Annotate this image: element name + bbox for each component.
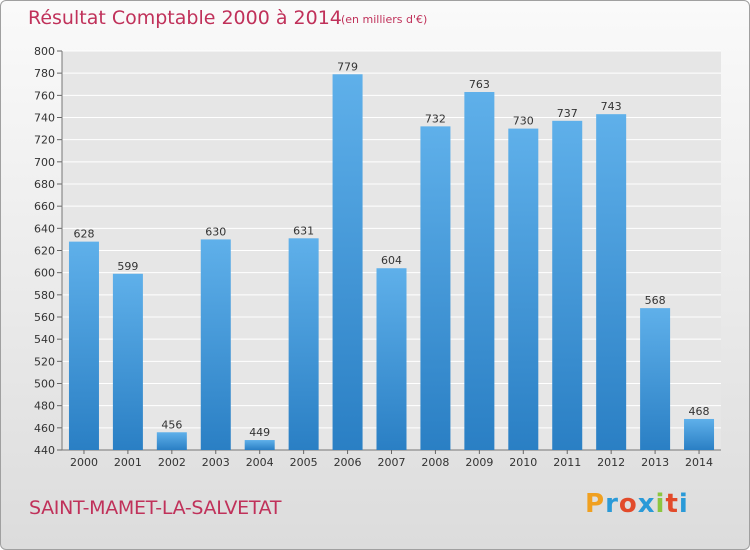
bar-value-label: 779 [337,60,358,73]
bar [552,120,583,450]
bar-value-label: 468 [689,405,710,418]
y-tick-label: 800 [34,45,55,58]
logo-letter: i [678,489,689,519]
x-tick-label: 2014 [685,456,713,469]
bar [156,432,187,450]
bar [376,268,407,450]
bar [244,440,275,450]
y-tick-label: 520 [34,355,55,368]
bar-value-label: 763 [469,78,490,91]
y-tick-label: 720 [34,134,55,147]
x-tick-label: 2000 [70,456,98,469]
bar-value-label: 568 [645,294,666,307]
y-tick-label: 480 [34,400,55,413]
y-tick-label: 680 [34,178,55,191]
logo-letter: i [655,489,666,519]
x-tick-label: 2007 [378,456,406,469]
y-tick-label: 700 [34,156,55,169]
x-tick-label: 2005 [290,456,318,469]
y-tick-label: 460 [34,422,55,435]
x-tick-label: 2001 [114,456,142,469]
bar [68,241,99,450]
bar-value-label: 732 [425,112,446,125]
bar [112,273,143,450]
bar [640,308,671,450]
x-tick-label: 2004 [246,456,274,469]
bar-value-label: 456 [161,418,182,431]
commune-name: SAINT-MAMET-LA-SALVETAT [29,497,282,519]
bar-value-label: 628 [73,228,94,241]
bar [464,92,495,450]
bar [684,418,715,450]
x-tick-label: 2006 [334,456,362,469]
logo-letter: t [665,489,679,519]
bar [420,126,451,450]
y-tick-label: 640 [34,222,55,235]
y-tick-label: 760 [34,89,55,102]
bar-value-label: 604 [381,254,402,267]
y-tick-label: 540 [34,333,55,346]
logo-letter: P [585,489,606,519]
logo-letter: x [637,489,656,519]
bar-value-label: 730 [513,115,534,128]
x-tick-label: 2003 [202,456,230,469]
y-tick-label: 740 [34,112,55,125]
x-tick-label: 2002 [158,456,186,469]
y-tick-label: 600 [34,267,55,280]
bar-value-label: 599 [117,260,138,273]
y-tick-label: 440 [34,444,55,457]
proxiti-logo: Proxiti [585,489,689,519]
x-tick-label: 2009 [465,456,493,469]
x-tick-label: 2013 [641,456,669,469]
chart-title: Résultat Comptable 2000 à 2014 [28,7,342,29]
bar [332,74,363,451]
bar [288,238,319,450]
bar [596,114,627,451]
x-tick-label: 2011 [553,456,581,469]
x-tick-label: 2008 [421,456,449,469]
bar-value-label: 743 [601,100,622,113]
logo-letter: r [605,489,619,519]
x-tick-label: 2012 [597,456,625,469]
y-tick-label: 620 [34,245,55,258]
y-tick-label: 660 [34,200,55,213]
y-tick-label: 500 [34,378,55,391]
bar-value-label: 631 [293,224,314,237]
y-tick-label: 780 [34,67,55,80]
y-tick-label: 560 [34,311,55,324]
bar [200,239,231,450]
x-tick-label: 2010 [509,456,537,469]
bar-value-label: 449 [249,426,270,439]
bar-value-label: 737 [557,107,578,120]
chart-subtitle: (en milliers d'€) [341,13,428,26]
bar-value-label: 630 [205,225,226,238]
y-tick-label: 580 [34,289,55,302]
logo-letter: o [618,489,638,519]
bar [508,128,539,450]
